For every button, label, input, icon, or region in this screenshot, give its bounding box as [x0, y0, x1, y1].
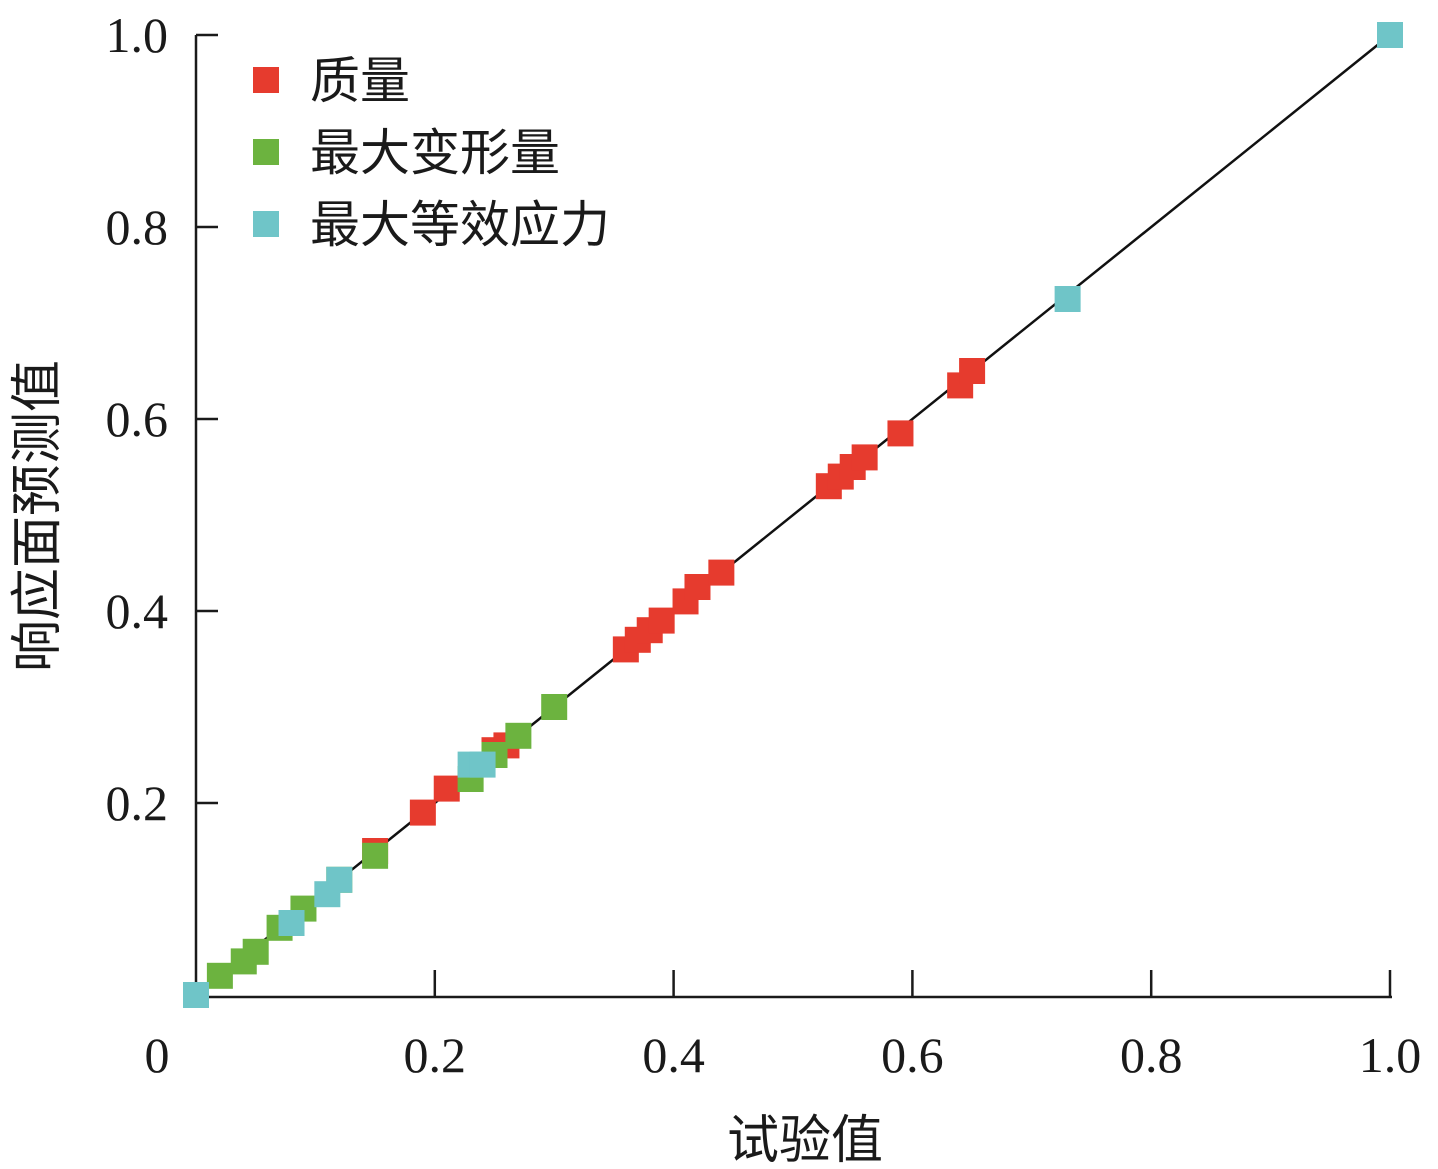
- data-point: [959, 358, 986, 384]
- data-point: [708, 559, 735, 586]
- data-point: [183, 982, 209, 1008]
- legend-label: 最大变形量: [310, 124, 560, 182]
- legend-marker: [253, 139, 279, 165]
- x-tick-label: 0.6: [881, 1027, 944, 1083]
- data-point: [505, 722, 532, 749]
- y-tick-label: 1.0: [106, 7, 169, 63]
- x-tick-label: 0.4: [642, 1027, 705, 1083]
- data-point: [1377, 22, 1403, 48]
- data-point: [206, 962, 233, 989]
- legend-label: 质量: [310, 52, 410, 110]
- y-tick-label: 0.8: [106, 199, 169, 255]
- data-point: [278, 910, 305, 936]
- data-point: [242, 938, 269, 965]
- y-axis-label: 响应面预测值: [8, 360, 68, 672]
- x-tick-label: 0: [145, 1027, 170, 1083]
- x-tick-label: 0.8: [1120, 1027, 1183, 1083]
- data-point: [684, 574, 711, 600]
- y-axis-ticks: 0.2 0.4 0.6 0.8 1.0: [106, 7, 218, 831]
- axes: 0 0.2 0.4 0.6 0.8 1.0 0.2 0.4 0.6 0.8 1.0: [106, 7, 1422, 1083]
- x-axis-label: 试验值: [727, 1111, 883, 1169]
- data-point: [362, 842, 389, 869]
- x-axis-ticks: 0 0.2 0.4 0.6 0.8 1.0: [145, 970, 1422, 1083]
- x-tick-label: 0.2: [404, 1027, 467, 1083]
- data-point: [851, 444, 878, 471]
- data-point: [469, 751, 496, 778]
- data-point: [541, 694, 568, 720]
- y-tick-label: 0.6: [106, 391, 169, 447]
- reference-line: [195, 34, 1391, 996]
- data-point: [409, 799, 436, 826]
- data-points: [183, 22, 1403, 1008]
- legend-marker: [253, 67, 279, 93]
- data-point: [648, 607, 675, 634]
- data-point: [1054, 286, 1081, 312]
- legend-marker: [253, 211, 279, 237]
- x-tick-label: 1.0: [1359, 1027, 1422, 1083]
- data-point: [433, 775, 460, 802]
- data-point: [887, 420, 914, 447]
- y-tick-label: 0.4: [106, 583, 169, 639]
- y-tick-label: 0.2: [106, 775, 169, 831]
- legend-label: 最大等效应力: [310, 196, 610, 254]
- data-point: [326, 866, 353, 893]
- series-3-points: [183, 22, 1403, 1008]
